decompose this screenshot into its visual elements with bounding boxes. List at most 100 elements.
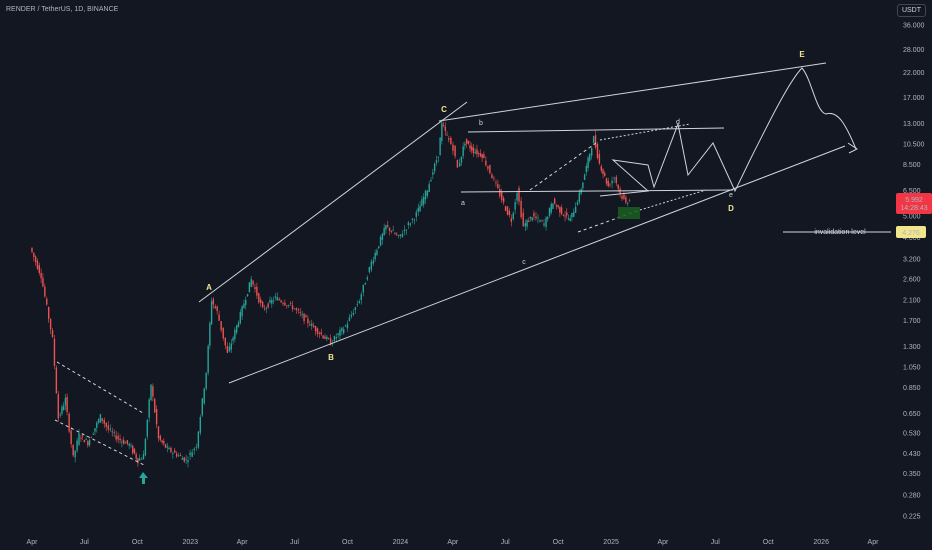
candle-body	[598, 154, 601, 164]
candle-body	[220, 321, 222, 331]
time-tick-label: 2023	[183, 539, 199, 546]
candle-body	[232, 337, 234, 341]
dashed-upper-line	[529, 142, 597, 191]
chart-title: RENDER / TetherUS, 1D, BINANCE	[6, 6, 119, 13]
candle-body	[101, 418, 103, 421]
candle-body	[57, 394, 59, 419]
candle-body	[133, 448, 136, 454]
price-tick-label: 0.850	[903, 385, 921, 392]
candle-body	[85, 439, 87, 441]
price-tick-label: 8.500	[903, 162, 921, 169]
time-axis: Apr Jul Oct 2023 Apr Jul Oct 2024 Apr Jul Oct 2025 A…	[27, 539, 880, 546]
candle-body	[374, 252, 376, 260]
candle-body	[288, 304, 290, 306]
candle-body	[295, 308, 298, 310]
candle-body	[195, 446, 197, 448]
candle-body	[214, 306, 216, 309]
dashed-upper-line	[599, 123, 691, 141]
price-axis: 36.000 28.000 22.000 17.000 13.000 10.500 8.50…	[903, 23, 925, 521]
candle-body	[172, 453, 174, 454]
wave-label-A: A	[206, 283, 212, 292]
candle-body	[364, 282, 366, 285]
candle-body	[261, 301, 264, 308]
price-tick-label: 17.000	[903, 95, 925, 102]
invalidation-label: invalidation level	[814, 229, 866, 236]
candle-body	[301, 314, 303, 316]
candle-body	[230, 343, 232, 350]
candle-body	[370, 261, 373, 270]
candle-body	[320, 332, 322, 335]
candle-body	[222, 327, 224, 339]
candle-body	[193, 448, 195, 451]
time-tick-label: Apr	[657, 539, 669, 546]
candle-body	[596, 143, 599, 158]
candle-body	[163, 440, 165, 444]
candle-body	[508, 210, 511, 216]
candle-body	[520, 200, 522, 218]
price-tick-label: 0.280	[903, 492, 921, 499]
candle-body	[594, 135, 597, 148]
candle-body	[611, 180, 613, 184]
candle-body	[161, 440, 163, 443]
candle-body	[491, 174, 493, 179]
candle-body	[437, 156, 440, 158]
price-tick-label: 0.350	[903, 471, 921, 478]
candle-body	[465, 138, 468, 144]
up-arrow-icon	[139, 472, 148, 484]
candle-body	[278, 298, 280, 301]
candle-body	[115, 435, 117, 440]
candle-body	[583, 174, 586, 180]
wave-label-D: D	[728, 204, 734, 213]
candle-body	[105, 422, 107, 427]
candle-body	[552, 203, 554, 210]
candle-body	[439, 137, 441, 156]
time-tick-label: 2024	[393, 539, 409, 546]
candle-body	[234, 329, 236, 340]
candle-body	[335, 336, 337, 339]
candle-body	[467, 141, 470, 144]
candle-body	[485, 160, 487, 166]
candle-body	[212, 299, 215, 305]
candle-body	[34, 256, 37, 263]
candle-body	[124, 442, 127, 444]
candle-body	[512, 213, 514, 219]
candle-body	[510, 218, 513, 222]
candle-body	[99, 414, 102, 423]
candle-body	[600, 166, 603, 171]
candle-body	[92, 433, 94, 435]
candle-body	[502, 198, 505, 203]
candle-body	[132, 445, 134, 453]
candle-body	[489, 165, 491, 174]
currency-button[interactable]: USDT	[896, 4, 926, 17]
price-tick-label: 36.000	[903, 23, 925, 30]
price-tick-label: 2.100	[903, 297, 921, 304]
candle-body	[119, 438, 121, 441]
candle-body	[40, 272, 42, 279]
candle-body	[368, 267, 371, 273]
projection-arrowhead	[847, 142, 858, 154]
candle-body	[59, 414, 61, 416]
wave-label-C: C	[441, 105, 447, 114]
candle-body	[284, 302, 286, 306]
candle-body	[413, 219, 415, 221]
candle-body	[573, 211, 575, 217]
candle-body	[303, 313, 305, 322]
candle-body	[446, 134, 448, 136]
candle-body	[142, 454, 145, 460]
candle-body	[444, 126, 447, 131]
candle-body	[209, 322, 211, 346]
candle-body	[435, 160, 438, 163]
candle-body	[130, 445, 132, 447]
time-tick-label: Apr	[447, 539, 459, 546]
candle-body	[337, 333, 339, 335]
candle-body	[576, 202, 579, 205]
candle-body	[55, 367, 58, 394]
candle-body	[409, 223, 412, 225]
wave-label-B: B	[328, 353, 334, 362]
price-tick-label: 1.050	[903, 364, 921, 371]
candle-body	[312, 325, 315, 328]
price-tick-label: 4.000	[903, 235, 921, 242]
candle-body	[286, 305, 288, 307]
